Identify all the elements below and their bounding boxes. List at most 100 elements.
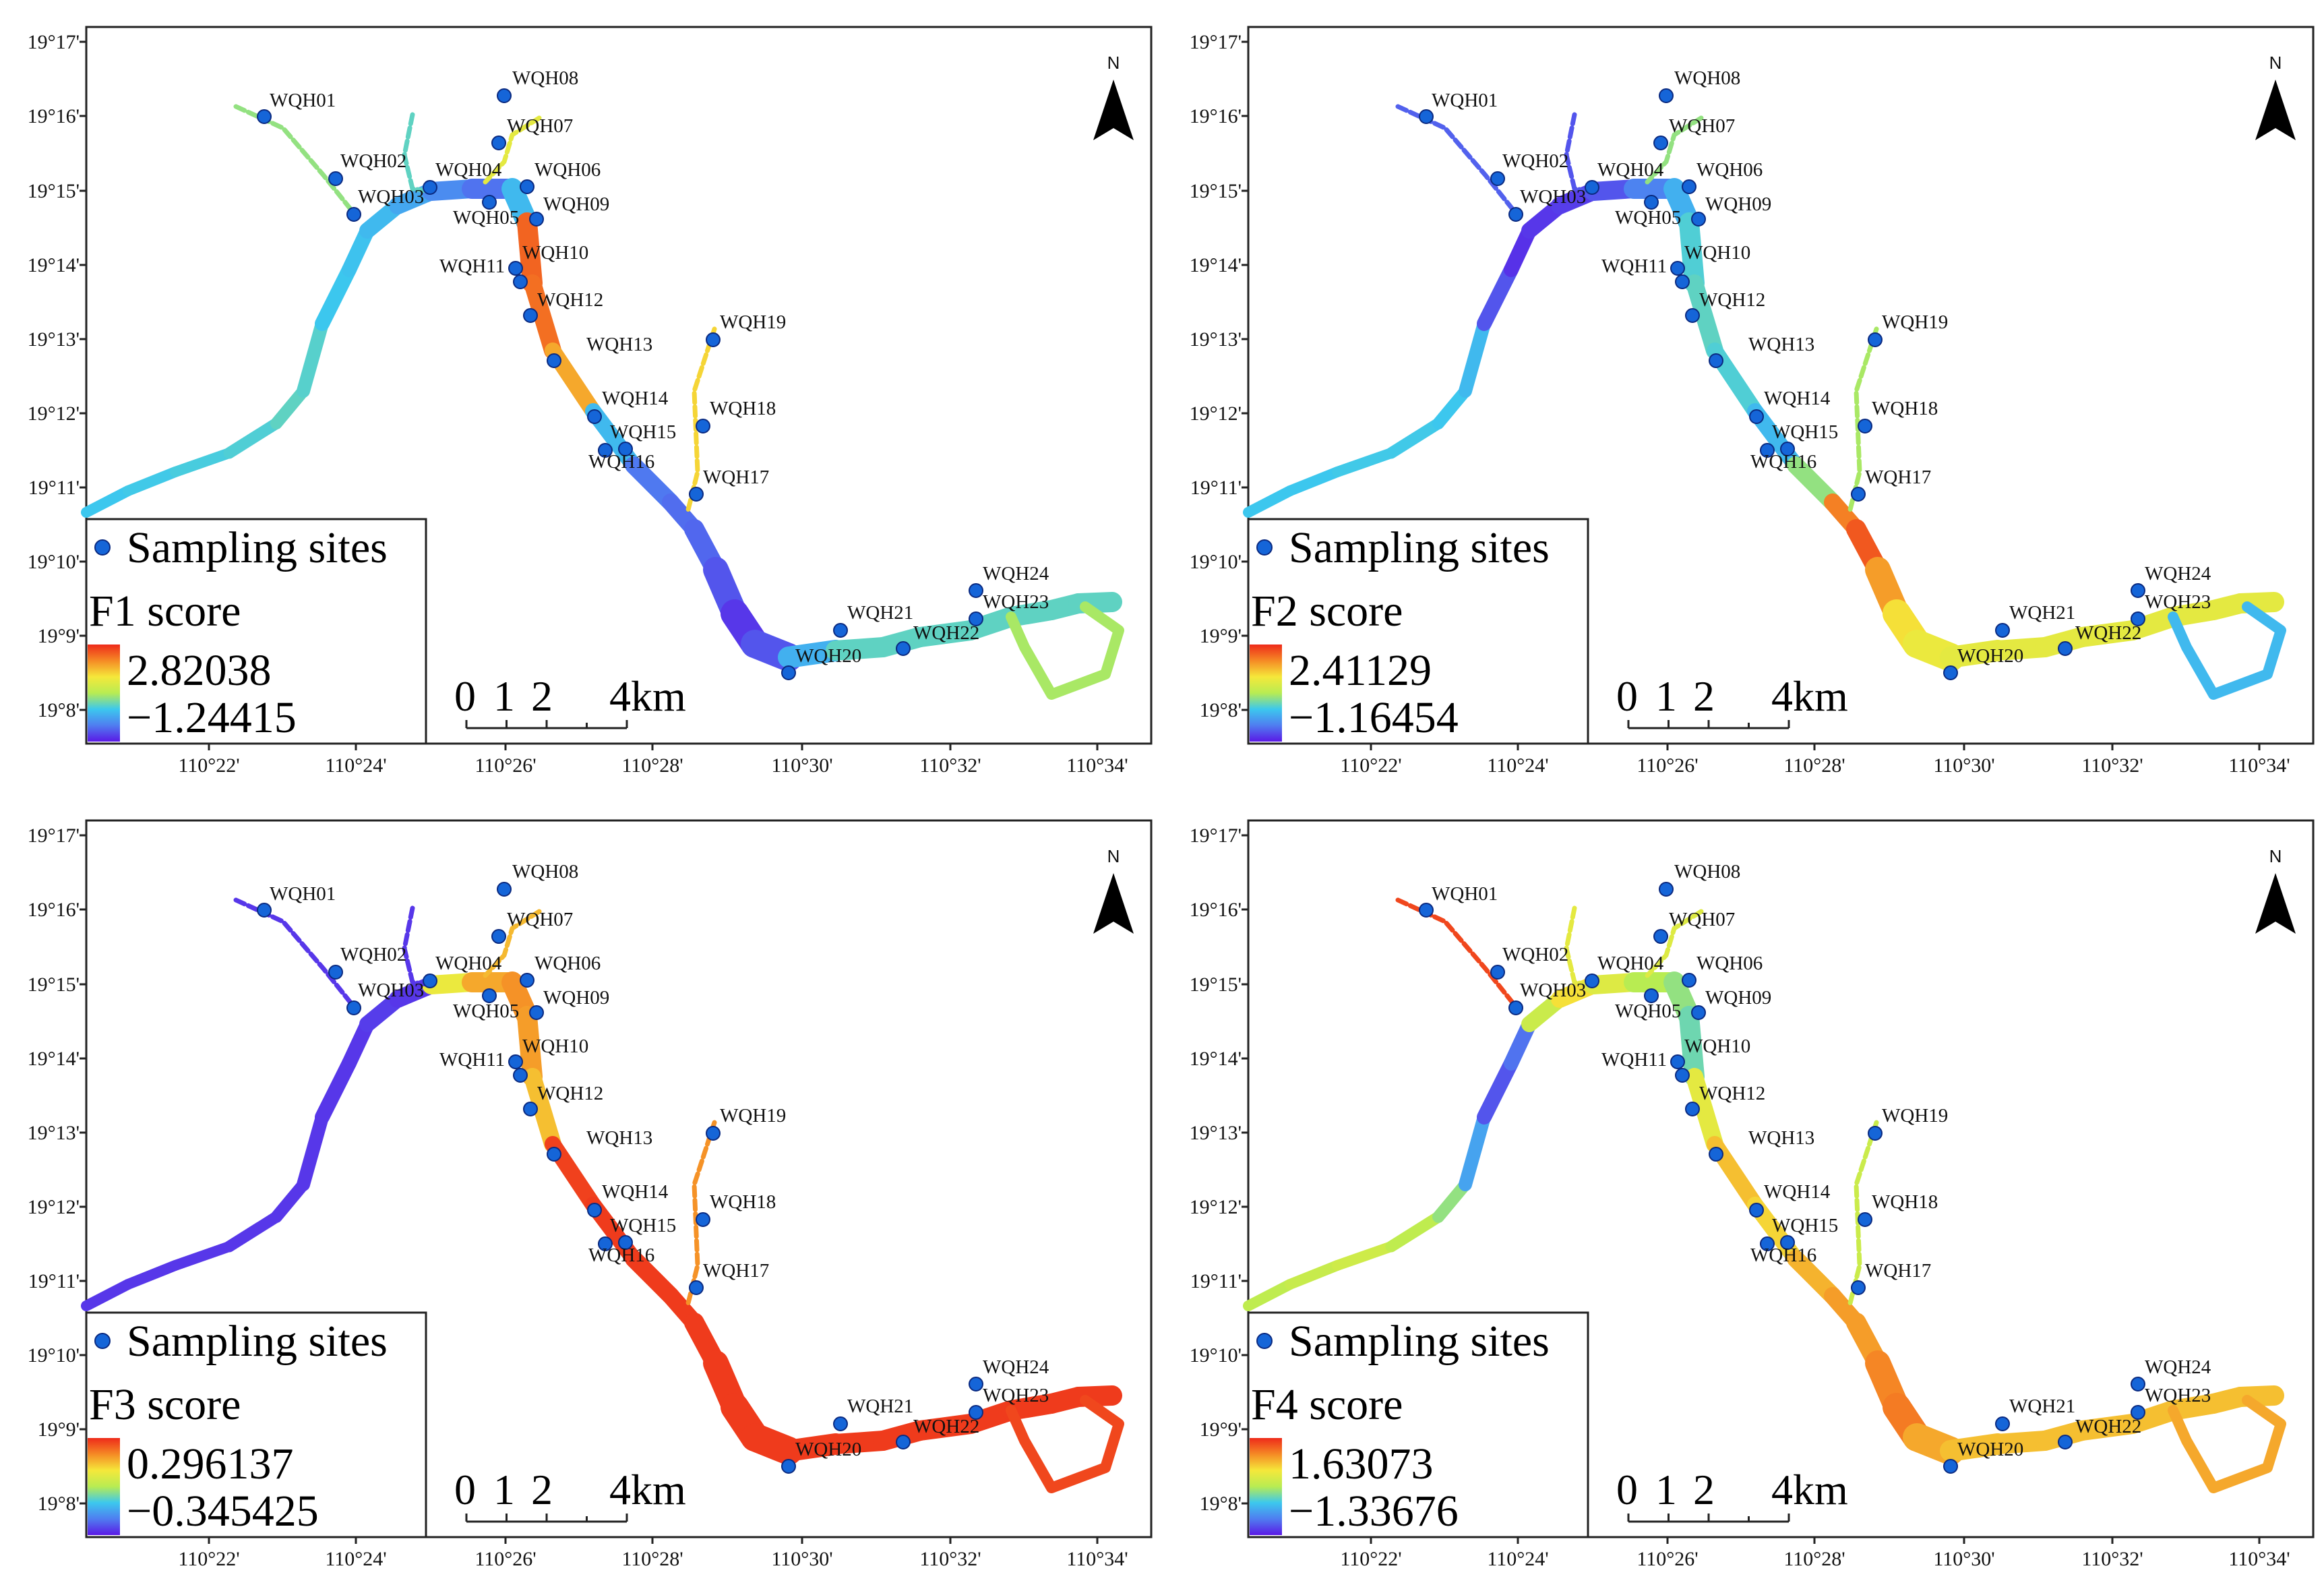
site-marker[interactable] bbox=[513, 1068, 528, 1083]
site-marker[interactable] bbox=[1685, 1102, 1700, 1116]
site-label: WQH20 bbox=[795, 645, 861, 667]
site-marker[interactable] bbox=[1670, 261, 1685, 276]
site-marker[interactable] bbox=[1749, 1203, 1764, 1218]
site-marker[interactable] bbox=[497, 88, 512, 103]
site-marker[interactable] bbox=[1691, 212, 1706, 227]
site-marker[interactable] bbox=[491, 929, 506, 944]
site-marker[interactable] bbox=[1709, 353, 1723, 368]
site-label: WQH07 bbox=[1669, 115, 1735, 137]
site-marker[interactable] bbox=[1685, 308, 1700, 323]
site-marker[interactable] bbox=[346, 207, 361, 222]
site-marker[interactable] bbox=[1851, 487, 1866, 502]
site-marker[interactable] bbox=[781, 665, 796, 680]
site-marker[interactable] bbox=[2131, 583, 2145, 598]
site-marker[interactable] bbox=[1780, 1235, 1795, 1250]
site-marker[interactable] bbox=[1644, 195, 1659, 210]
site-marker[interactable] bbox=[1675, 274, 1690, 289]
site-marker[interactable] bbox=[1490, 965, 1505, 980]
site-marker[interactable] bbox=[781, 1459, 796, 1474]
site-marker[interactable] bbox=[423, 180, 437, 195]
site-marker[interactable] bbox=[328, 965, 343, 980]
site-marker[interactable] bbox=[423, 974, 437, 988]
site-marker[interactable] bbox=[2131, 1377, 2145, 1391]
site-marker[interactable] bbox=[328, 171, 343, 186]
site-marker[interactable] bbox=[547, 353, 561, 368]
site-marker[interactable] bbox=[1995, 1416, 2010, 1431]
site-marker[interactable] bbox=[706, 1126, 721, 1141]
site-marker[interactable] bbox=[1858, 1212, 1872, 1227]
site-marker[interactable] bbox=[1868, 1126, 1883, 1141]
site-marker[interactable] bbox=[1585, 180, 1599, 195]
site-marker[interactable] bbox=[618, 442, 633, 456]
site-marker[interactable] bbox=[1508, 207, 1523, 222]
site-marker[interactable] bbox=[1995, 623, 2010, 638]
site-marker[interactable] bbox=[523, 308, 538, 323]
site-marker[interactable] bbox=[1709, 1147, 1723, 1162]
site-marker[interactable] bbox=[689, 1280, 704, 1295]
site-label: WQH21 bbox=[847, 1396, 913, 1417]
site-marker[interactable] bbox=[969, 583, 983, 598]
site-marker[interactable] bbox=[833, 623, 848, 638]
site-marker[interactable] bbox=[1585, 974, 1599, 988]
site-marker[interactable] bbox=[346, 1000, 361, 1015]
site-marker[interactable] bbox=[1749, 409, 1764, 424]
site-marker[interactable] bbox=[1659, 882, 1674, 897]
site-marker[interactable] bbox=[497, 882, 512, 897]
site-marker[interactable] bbox=[513, 274, 528, 289]
site-marker[interactable] bbox=[2131, 611, 2145, 626]
site-marker[interactable] bbox=[1419, 903, 1434, 918]
site-marker[interactable] bbox=[1760, 1236, 1775, 1251]
site-marker[interactable] bbox=[482, 195, 497, 210]
site-marker[interactable] bbox=[1675, 1068, 1690, 1083]
site-marker[interactable] bbox=[587, 1203, 602, 1218]
site-marker[interactable] bbox=[1419, 109, 1434, 124]
site-marker[interactable] bbox=[1780, 442, 1795, 456]
site-marker[interactable] bbox=[1760, 443, 1775, 458]
site-marker[interactable] bbox=[1670, 1054, 1685, 1069]
site-marker[interactable] bbox=[598, 443, 613, 458]
site-marker[interactable] bbox=[696, 419, 710, 433]
site-marker[interactable] bbox=[508, 261, 523, 276]
site-marker[interactable] bbox=[1943, 1459, 1958, 1474]
site-marker[interactable] bbox=[706, 332, 721, 347]
site-marker[interactable] bbox=[1868, 332, 1883, 347]
site-marker[interactable] bbox=[508, 1054, 523, 1069]
site-marker[interactable] bbox=[2131, 1405, 2145, 1420]
site-marker[interactable] bbox=[257, 109, 272, 124]
site-marker[interactable] bbox=[1653, 929, 1668, 944]
site-marker[interactable] bbox=[520, 973, 534, 988]
site-marker[interactable] bbox=[1682, 179, 1696, 194]
site-marker[interactable] bbox=[1851, 1280, 1866, 1295]
site-marker[interactable] bbox=[969, 1377, 983, 1391]
site-marker[interactable] bbox=[2058, 1435, 2073, 1449]
site-marker[interactable] bbox=[969, 1405, 983, 1420]
site-marker[interactable] bbox=[2058, 641, 2073, 656]
site-marker[interactable] bbox=[1659, 88, 1674, 103]
site-marker[interactable] bbox=[523, 1102, 538, 1116]
site-marker[interactable] bbox=[1490, 171, 1505, 186]
site-marker[interactable] bbox=[257, 903, 272, 918]
legend-min-value: −1.16454 bbox=[1289, 693, 1459, 742]
site-marker[interactable] bbox=[618, 1235, 633, 1250]
site-marker[interactable] bbox=[1653, 136, 1668, 150]
site-marker[interactable] bbox=[547, 1147, 561, 1162]
site-marker[interactable] bbox=[482, 988, 497, 1003]
site-marker[interactable] bbox=[833, 1416, 848, 1431]
site-marker[interactable] bbox=[1508, 1000, 1523, 1015]
site-marker[interactable] bbox=[696, 1212, 710, 1227]
site-marker[interactable] bbox=[598, 1236, 613, 1251]
site-marker[interactable] bbox=[491, 136, 506, 150]
site-marker[interactable] bbox=[1691, 1005, 1706, 1020]
site-marker[interactable] bbox=[1858, 419, 1872, 433]
site-marker[interactable] bbox=[1644, 988, 1659, 1003]
site-marker[interactable] bbox=[529, 212, 544, 227]
site-marker[interactable] bbox=[587, 409, 602, 424]
site-marker[interactable] bbox=[1943, 665, 1958, 680]
site-marker[interactable] bbox=[896, 641, 911, 656]
site-marker[interactable] bbox=[520, 179, 534, 194]
site-marker[interactable] bbox=[969, 611, 983, 626]
site-marker[interactable] bbox=[529, 1005, 544, 1020]
site-marker[interactable] bbox=[896, 1435, 911, 1449]
site-marker[interactable] bbox=[689, 487, 704, 502]
site-marker[interactable] bbox=[1682, 973, 1696, 988]
